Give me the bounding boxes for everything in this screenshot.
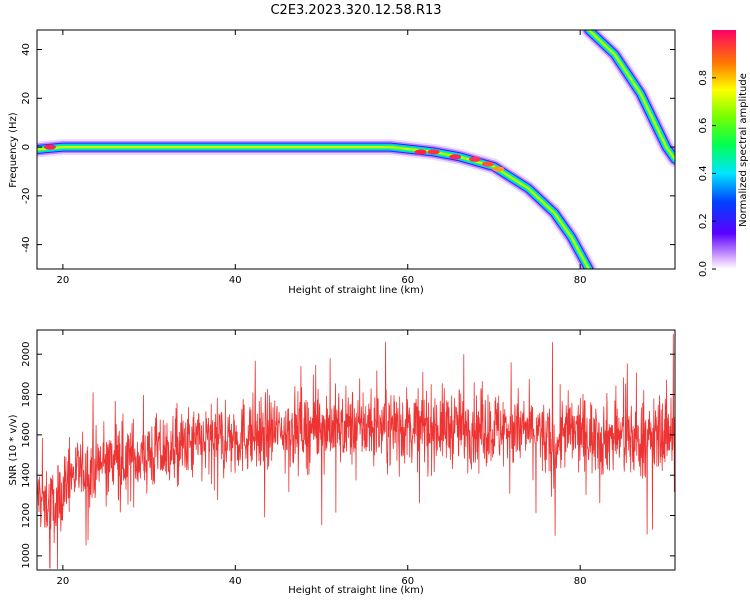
spectrogram-y-tick-label: 40 <box>21 43 32 56</box>
snr-ticks: 20 40 60 80 2000 1800 1600 1400 1200 1000 <box>21 330 675 587</box>
snr-panel: 20 40 60 80 2000 1800 1600 1400 1200 1000 Height … <box>8 329 676 596</box>
colorbar-tick-label: 0.6 <box>698 118 709 134</box>
ridge-peak <box>481 161 494 167</box>
snr-frame <box>36 329 676 571</box>
ridge-peak <box>449 154 462 160</box>
ridge-peak <box>427 149 440 155</box>
spectrogram-x-tick-label: 40 <box>229 275 242 286</box>
spectrogram-y-tick-label: -40 <box>21 236 32 252</box>
ridge-peak <box>414 149 427 155</box>
spectrogram-panel: 20 40 60 80 40 20 0 -20 -40 Height of straight l… <box>8 29 676 296</box>
snr-x-tick-label: 20 <box>56 576 69 587</box>
spectrogram-x-tick-label: 80 <box>574 275 587 286</box>
figure-title: C2E3.2023.320.12.58.R13 <box>270 3 441 18</box>
snr-x-tick-label: 60 <box>401 576 414 587</box>
snr-y-tick-label: 1200 <box>21 503 32 528</box>
colorbar-tick-label: 0.2 <box>698 213 709 229</box>
spectrogram-y-tick-label: -20 <box>21 188 32 204</box>
colorbar-gradient <box>712 30 736 269</box>
snr-y-tick-label: 1800 <box>21 382 32 407</box>
spectrogram-ridges <box>37 30 675 269</box>
colorbar-label: Normalized spectral amplitude <box>738 73 749 227</box>
spectrogram-x-axis-label: Height of straight line (km) <box>288 285 424 296</box>
snr-y-tick-label: 1400 <box>21 462 32 487</box>
ridge-peak <box>43 144 56 150</box>
spectrogram-x-tick-label: 60 <box>401 275 414 286</box>
snr-y-tick-label: 1600 <box>21 422 32 447</box>
spectrogram-y-axis-label: Frequency (Hz) <box>8 112 19 188</box>
ridge-aliased <box>587 30 675 161</box>
snr-y-axis-label: SNR (10 * v/v) <box>8 414 19 485</box>
snr-x-axis-label: Height of straight line (km) <box>288 585 424 596</box>
snr-x-tick-label: 40 <box>229 576 242 587</box>
snr-y-tick-label: 2000 <box>21 341 32 366</box>
colorbar-tick-label: 0.0 <box>698 261 709 277</box>
spectrogram-frame <box>36 29 676 270</box>
snr-x-tick-label: 80 <box>574 576 587 587</box>
ridge-peak <box>468 156 481 162</box>
colorbar-tick-label: 0.8 <box>698 70 709 86</box>
ridge-peak <box>492 166 505 172</box>
colorbar-tick-label: 0.4 <box>698 165 709 181</box>
colorbar-ticks: 0.0 0.2 0.4 0.6 0.8 <box>698 70 716 277</box>
spectrogram-y-tick-label: 20 <box>21 92 32 105</box>
colorbar: 0.0 0.2 0.4 0.6 0.8 Normalized spectral ampl… <box>698 30 749 277</box>
spectrogram-x-tick-label: 20 <box>56 275 69 286</box>
snr-y-tick-label: 1000 <box>21 543 32 568</box>
snr-series <box>37 334 675 569</box>
spectrogram-ticks: 20 40 60 80 40 20 0 -20 -40 <box>21 30 675 286</box>
spectrogram-y-tick-label: 0 <box>21 144 32 150</box>
snr-line <box>37 334 675 569</box>
